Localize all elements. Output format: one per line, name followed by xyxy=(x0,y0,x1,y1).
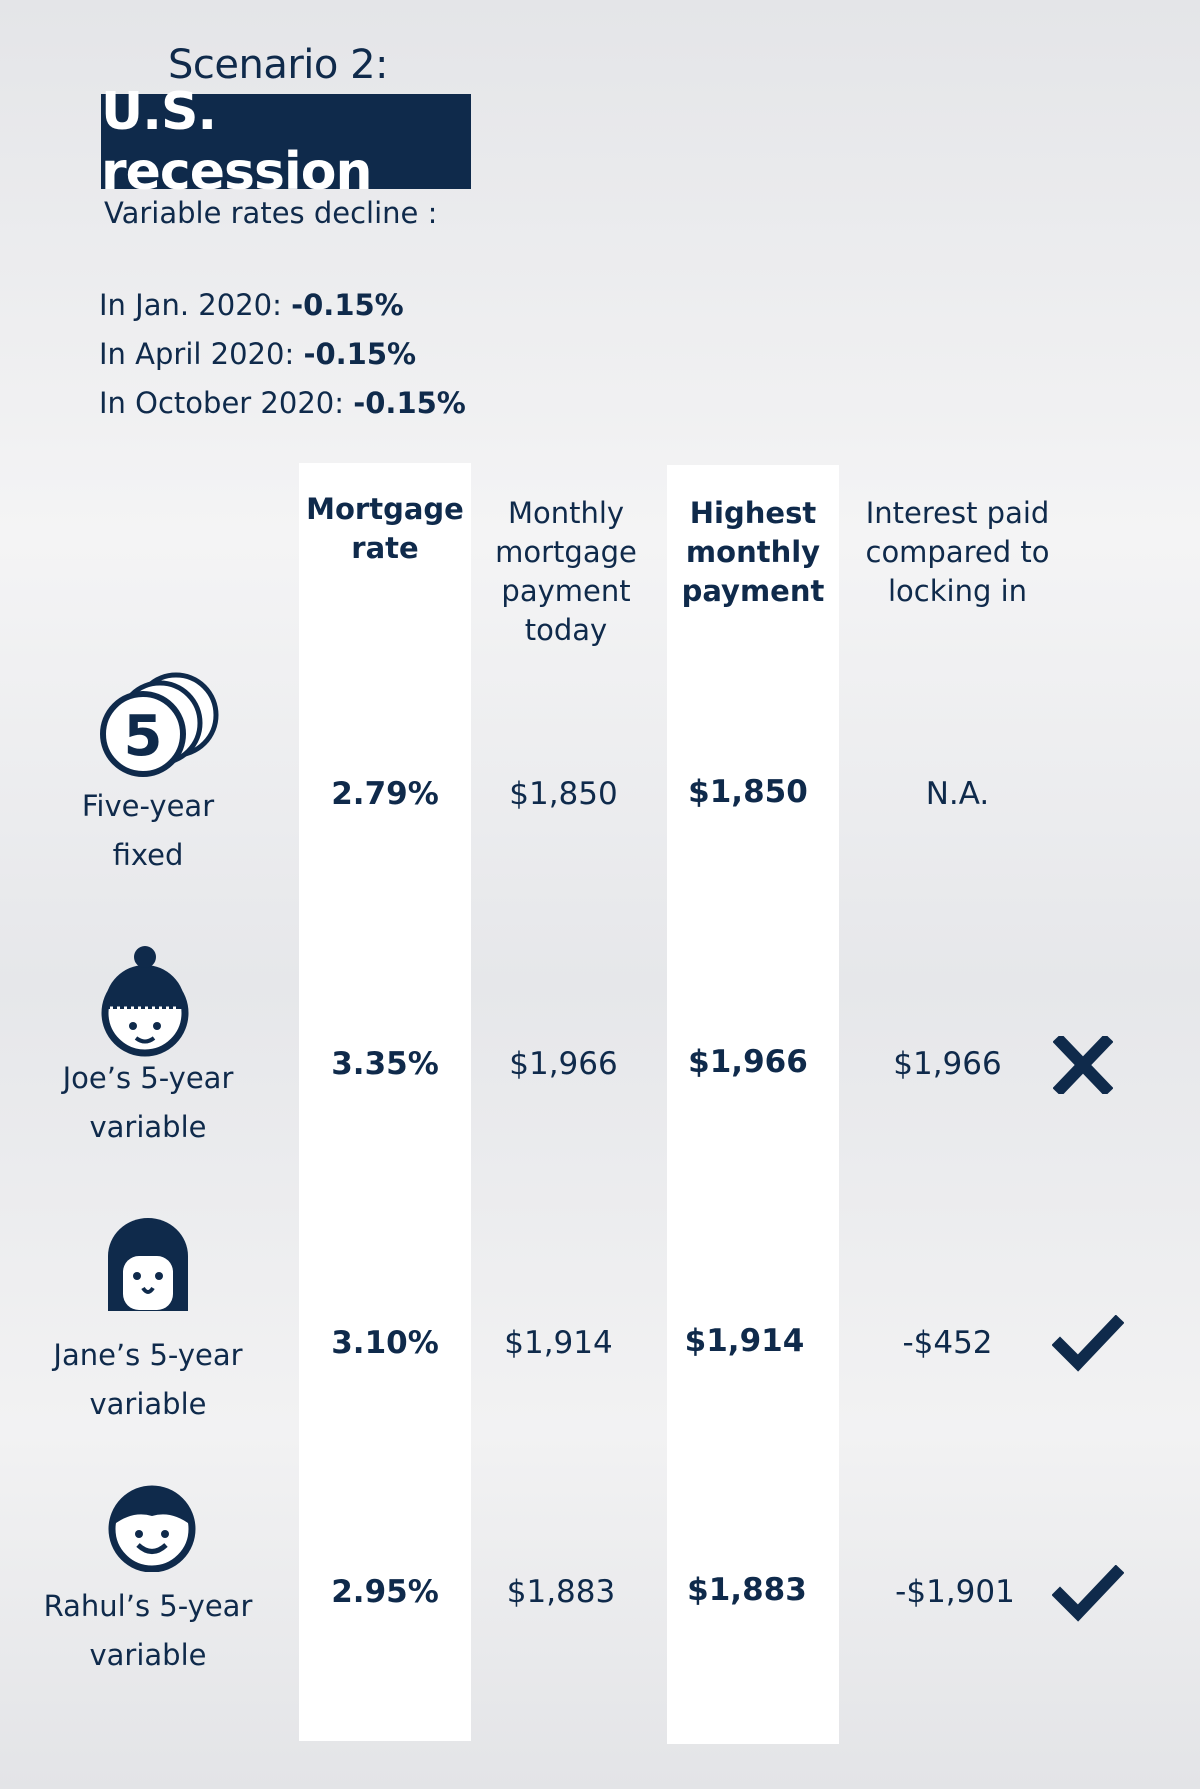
highest-column-bg xyxy=(667,465,839,1744)
joe-avatar-icon xyxy=(90,943,200,1063)
row-label-fixed: Five-year fixed xyxy=(81,789,215,872)
rate-cell: 2.79% xyxy=(331,776,439,812)
interest-cell: N.A. xyxy=(925,776,990,812)
page-title: U.S. recession xyxy=(101,82,471,202)
row-label-jane: Jane’s 5-year variable xyxy=(53,1338,243,1421)
header-monthly-payment-today: Monthly mortgage payment today xyxy=(495,496,637,647)
header-mortgage-rate: Mortgage rate xyxy=(306,492,464,565)
highest-cell: $1,850 xyxy=(688,774,808,810)
interest-cell: -$1,901 xyxy=(895,1574,1015,1610)
highest-cell: $1,966 xyxy=(688,1044,808,1080)
five-coins-icon: 5 xyxy=(80,668,220,793)
row-label-joe: Joe’s 5-year variable xyxy=(62,1061,234,1144)
decline-jan: In Jan. 2020: -0.15% xyxy=(99,288,404,322)
decline-april: In April 2020: -0.15% xyxy=(99,337,417,371)
check-icon xyxy=(1052,1315,1124,1373)
rahul-avatar-icon xyxy=(102,1482,202,1572)
jane-avatar-icon xyxy=(103,1216,193,1316)
interest-cell: $1,966 xyxy=(893,1046,1002,1082)
rate-cell: 3.10% xyxy=(331,1325,439,1361)
highest-cell: $1,883 xyxy=(687,1572,807,1608)
row-label-rahul: Rahul’s 5-year variable xyxy=(43,1589,253,1672)
rate-cell: 2.95% xyxy=(331,1574,439,1610)
rate-cell: 3.35% xyxy=(331,1046,439,1082)
scenario-label: Scenario 2: xyxy=(168,42,389,88)
interest-cell: -$452 xyxy=(902,1325,993,1361)
cross-icon xyxy=(1053,1036,1113,1094)
today-cell: $1,914 xyxy=(504,1325,613,1361)
rate-column-bg xyxy=(299,463,471,1741)
today-cell: $1,883 xyxy=(506,1574,616,1610)
subtitle: Variable rates decline : xyxy=(104,196,438,230)
today-cell: $1,850 xyxy=(509,776,618,812)
check-icon xyxy=(1052,1565,1124,1623)
today-cell: $1,966 xyxy=(509,1046,618,1082)
header-highest-monthly-payment: Highest monthly payment xyxy=(681,496,825,608)
header-interest-paid: Interest paid compared to locking in xyxy=(865,496,1050,608)
highest-cell: $1,914 xyxy=(684,1323,805,1359)
decline-october: In October 2020: -0.15% xyxy=(99,386,466,420)
svg-text:5: 5 xyxy=(124,704,163,769)
